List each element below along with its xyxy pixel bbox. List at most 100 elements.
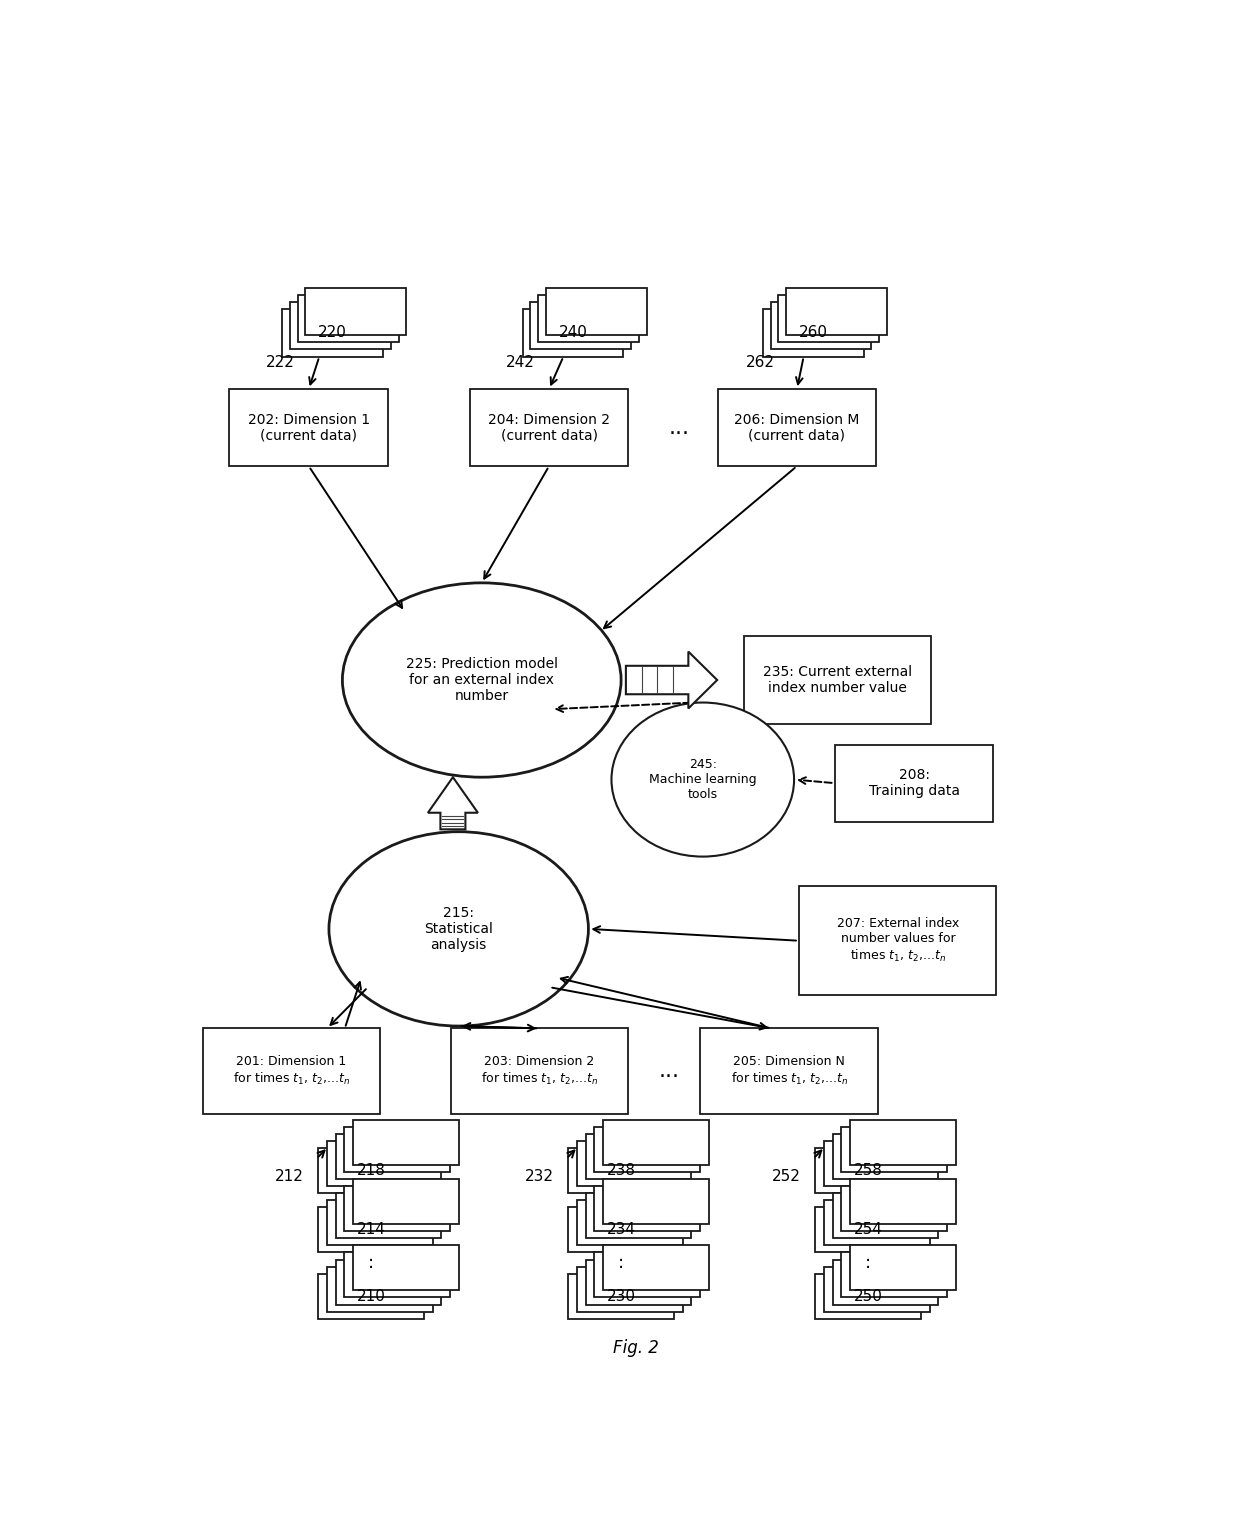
FancyBboxPatch shape xyxy=(763,309,864,357)
FancyBboxPatch shape xyxy=(577,1267,682,1311)
FancyBboxPatch shape xyxy=(470,389,629,466)
FancyBboxPatch shape xyxy=(770,302,872,349)
FancyBboxPatch shape xyxy=(849,1120,956,1165)
FancyBboxPatch shape xyxy=(585,1134,691,1179)
FancyBboxPatch shape xyxy=(594,1127,699,1171)
FancyBboxPatch shape xyxy=(568,1208,675,1253)
FancyBboxPatch shape xyxy=(336,1259,441,1305)
FancyBboxPatch shape xyxy=(841,1253,947,1297)
Polygon shape xyxy=(428,777,477,830)
FancyBboxPatch shape xyxy=(353,1120,459,1165)
FancyBboxPatch shape xyxy=(577,1140,682,1187)
Text: 260: 260 xyxy=(799,325,828,340)
FancyBboxPatch shape xyxy=(327,1200,433,1245)
FancyBboxPatch shape xyxy=(538,295,639,342)
Ellipse shape xyxy=(342,583,621,777)
FancyBboxPatch shape xyxy=(835,745,993,822)
FancyBboxPatch shape xyxy=(353,1245,459,1290)
Text: 238: 238 xyxy=(606,1163,636,1179)
FancyBboxPatch shape xyxy=(319,1208,424,1253)
FancyBboxPatch shape xyxy=(327,1140,433,1187)
FancyBboxPatch shape xyxy=(701,1028,878,1114)
FancyBboxPatch shape xyxy=(202,1028,381,1114)
Text: 262: 262 xyxy=(746,356,775,369)
Ellipse shape xyxy=(329,831,589,1027)
Text: 210: 210 xyxy=(357,1288,386,1304)
Text: 202: Dimension 1
(current data): 202: Dimension 1 (current data) xyxy=(248,412,370,443)
FancyBboxPatch shape xyxy=(585,1193,691,1239)
Text: 218: 218 xyxy=(357,1163,386,1179)
FancyBboxPatch shape xyxy=(823,1200,930,1245)
Text: 205: Dimension N
for times $t_1$, $t_2$,...$t_n$: 205: Dimension N for times $t_1$, $t_2$,… xyxy=(730,1056,848,1087)
Ellipse shape xyxy=(611,702,794,857)
FancyBboxPatch shape xyxy=(849,1245,956,1290)
FancyBboxPatch shape xyxy=(585,1259,691,1305)
Text: 204: Dimension 2
(current data): 204: Dimension 2 (current data) xyxy=(489,412,610,443)
FancyBboxPatch shape xyxy=(319,1148,424,1193)
FancyBboxPatch shape xyxy=(603,1245,708,1290)
FancyBboxPatch shape xyxy=(594,1187,699,1231)
FancyBboxPatch shape xyxy=(336,1193,441,1239)
FancyBboxPatch shape xyxy=(568,1148,675,1193)
Text: :: : xyxy=(368,1254,374,1273)
FancyBboxPatch shape xyxy=(832,1259,939,1305)
FancyBboxPatch shape xyxy=(786,288,887,336)
Text: 245:
Machine learning
tools: 245: Machine learning tools xyxy=(649,759,756,802)
Text: 258: 258 xyxy=(853,1163,883,1179)
FancyBboxPatch shape xyxy=(841,1127,947,1171)
Text: :: : xyxy=(866,1254,872,1273)
FancyBboxPatch shape xyxy=(298,295,398,342)
FancyBboxPatch shape xyxy=(531,302,631,349)
FancyBboxPatch shape xyxy=(832,1134,939,1179)
FancyBboxPatch shape xyxy=(522,309,624,357)
FancyBboxPatch shape xyxy=(568,1274,675,1319)
FancyBboxPatch shape xyxy=(336,1134,441,1179)
Text: 230: 230 xyxy=(606,1288,636,1304)
FancyBboxPatch shape xyxy=(815,1274,921,1319)
Text: 235: Current external
index number value: 235: Current external index number value xyxy=(763,665,911,696)
Text: 212: 212 xyxy=(275,1170,304,1183)
Text: ...: ... xyxy=(668,417,689,437)
FancyBboxPatch shape xyxy=(849,1179,956,1224)
FancyBboxPatch shape xyxy=(841,1187,947,1231)
Text: 232: 232 xyxy=(525,1170,554,1183)
FancyBboxPatch shape xyxy=(603,1179,708,1224)
FancyBboxPatch shape xyxy=(800,886,997,996)
FancyBboxPatch shape xyxy=(815,1148,921,1193)
Text: 220: 220 xyxy=(319,325,347,340)
FancyBboxPatch shape xyxy=(319,1274,424,1319)
FancyBboxPatch shape xyxy=(744,636,931,725)
Polygon shape xyxy=(626,651,717,708)
FancyBboxPatch shape xyxy=(290,302,391,349)
Text: 252: 252 xyxy=(773,1170,801,1183)
FancyBboxPatch shape xyxy=(345,1127,450,1171)
FancyBboxPatch shape xyxy=(305,288,407,336)
FancyBboxPatch shape xyxy=(450,1028,629,1114)
FancyBboxPatch shape xyxy=(603,1120,708,1165)
Text: 225: Prediction model
for an external index
number: 225: Prediction model for an external in… xyxy=(405,657,558,703)
Text: 208:
Training data: 208: Training data xyxy=(869,768,960,799)
Text: Fig. 2: Fig. 2 xyxy=(613,1339,658,1357)
Text: 207: External index
number values for
times $t_1$, $t_2$,...$t_n$: 207: External index number values for ti… xyxy=(837,917,959,963)
Text: 201: Dimension 1
for times $t_1$, $t_2$,...$t_n$: 201: Dimension 1 for times $t_1$, $t_2$,… xyxy=(233,1056,350,1087)
FancyBboxPatch shape xyxy=(546,288,646,336)
Text: 203: Dimension 2
for times $t_1$, $t_2$,...$t_n$: 203: Dimension 2 for times $t_1$, $t_2$,… xyxy=(481,1056,598,1087)
FancyBboxPatch shape xyxy=(577,1200,682,1245)
FancyBboxPatch shape xyxy=(353,1179,459,1224)
Text: 234: 234 xyxy=(606,1222,636,1237)
Text: 250: 250 xyxy=(853,1288,883,1304)
FancyBboxPatch shape xyxy=(718,389,877,466)
Text: 214: 214 xyxy=(357,1222,386,1237)
Text: ...: ... xyxy=(658,1060,680,1080)
Text: 206: Dimension M
(current data): 206: Dimension M (current data) xyxy=(734,412,859,443)
FancyBboxPatch shape xyxy=(815,1208,921,1253)
FancyBboxPatch shape xyxy=(594,1253,699,1297)
Text: 254: 254 xyxy=(853,1222,883,1237)
FancyBboxPatch shape xyxy=(823,1267,930,1311)
FancyBboxPatch shape xyxy=(779,295,879,342)
FancyBboxPatch shape xyxy=(832,1193,939,1239)
FancyBboxPatch shape xyxy=(327,1267,433,1311)
Text: 215:
Statistical
analysis: 215: Statistical analysis xyxy=(424,905,494,953)
FancyBboxPatch shape xyxy=(229,389,388,466)
Text: 242: 242 xyxy=(506,356,534,369)
